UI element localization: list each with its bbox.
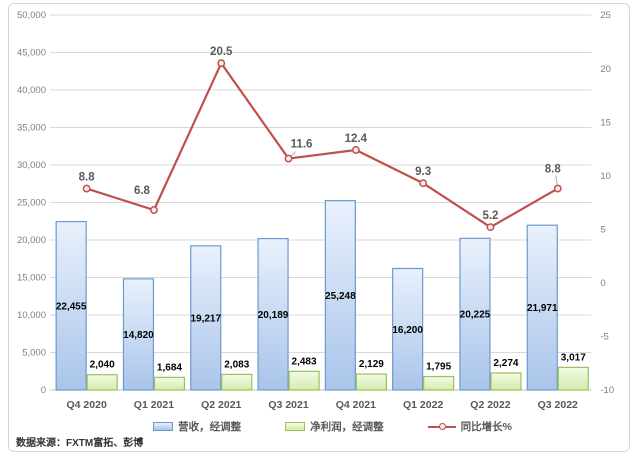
y-axis-left-tick-label: 30,000 bbox=[17, 160, 46, 171]
yoy-marker bbox=[486, 223, 495, 232]
profit-value-label: 3,017 bbox=[561, 352, 586, 363]
x-axis-category-label: Q4 2021 bbox=[336, 399, 376, 411]
revenue-bar bbox=[122, 278, 155, 391]
label-leader-line bbox=[555, 175, 558, 185]
profit-value-label: 2,040 bbox=[90, 360, 115, 371]
revenue-bar bbox=[459, 237, 491, 391]
y-axis-left-tick-label: 10,000 bbox=[17, 310, 46, 321]
x-axis-category-label: Q3 2022 bbox=[538, 399, 578, 411]
y-axis-right-tick-label: -5 bbox=[600, 332, 608, 343]
revenue-bar bbox=[190, 245, 222, 391]
profit-bar bbox=[288, 370, 320, 391]
yoy-value-label: 8.8 bbox=[545, 164, 562, 176]
x-axis-category-label: Q1 2021 bbox=[134, 399, 174, 411]
profit-bar bbox=[86, 374, 118, 391]
x-axis-category-label: Q3 2021 bbox=[268, 399, 308, 411]
y-axis-right-tick-label: 15 bbox=[600, 117, 611, 128]
revenue-value-label: 21,971 bbox=[527, 303, 558, 314]
legend-label-profit: 净利润，经调整 bbox=[310, 421, 384, 433]
yoy-growth-line bbox=[86, 62, 559, 229]
revenue-bar bbox=[257, 237, 289, 391]
chart-legend: 营收，经调整 净利润，经调整 同比增长% bbox=[0, 419, 635, 434]
yoy-value-label: 20.5 bbox=[210, 46, 233, 58]
yoy-marker bbox=[351, 146, 360, 154]
profit-value-label: 2,083 bbox=[224, 359, 249, 370]
y-axis-right-tick-label: 5 bbox=[600, 224, 605, 235]
revenue-swatch-icon bbox=[153, 422, 174, 431]
revenue-value-label: 14,820 bbox=[123, 330, 154, 341]
profit-value-label: 2,274 bbox=[493, 358, 518, 369]
profit-bar bbox=[423, 375, 455, 391]
y-axis-right-tick-label: 25 bbox=[600, 10, 611, 21]
y-axis-right-tick-label: 0 bbox=[600, 278, 605, 289]
yoy-marker bbox=[82, 184, 91, 193]
yoy-marker bbox=[150, 206, 158, 214]
y-axis-left-tick-label: 15,000 bbox=[17, 273, 46, 284]
legend-item-revenue: 营收，经调整 bbox=[153, 419, 241, 434]
revenue-value-label: 19,217 bbox=[190, 313, 221, 324]
profit-value-label: 1,795 bbox=[426, 362, 451, 373]
profit-value-label: 1,684 bbox=[157, 362, 182, 373]
yoy-value-label: 12.4 bbox=[345, 133, 368, 145]
y-axis-right-tick-label: 10 bbox=[600, 171, 611, 182]
revenue-value-label: 20,189 bbox=[258, 310, 289, 321]
yoy-value-label: 9.3 bbox=[415, 166, 431, 178]
revenue-value-label: 22,455 bbox=[56, 301, 87, 312]
yoy-value-label: 6.8 bbox=[134, 185, 151, 197]
profit-bar bbox=[490, 372, 522, 391]
y-axis-left-tick-label: 50,000 bbox=[17, 10, 46, 21]
profit-value-label: 2,483 bbox=[292, 356, 317, 367]
label-leader-line bbox=[290, 151, 296, 157]
x-axis-category-label: Q4 2020 bbox=[67, 399, 107, 411]
yoy-value-label: 5.2 bbox=[482, 210, 498, 222]
profit-value-label: 2,129 bbox=[359, 359, 384, 370]
legend-label-yoy: 同比增长% bbox=[460, 421, 512, 433]
y-axis-left-tick-label: 25,000 bbox=[17, 198, 46, 209]
legend-label-revenue: 营收，经调整 bbox=[178, 421, 242, 433]
yoy-value-label: 11.6 bbox=[291, 139, 313, 151]
y-axis-left-tick-label: 35,000 bbox=[17, 123, 46, 134]
revenue-bar bbox=[55, 220, 87, 391]
profit-bar bbox=[221, 373, 253, 391]
revenue-bar bbox=[324, 200, 356, 391]
profit-bar bbox=[557, 366, 589, 391]
x-axis-category-label: Q2 2022 bbox=[470, 399, 510, 411]
legend-item-profit: 净利润，经调整 bbox=[285, 419, 384, 434]
y-axis-right-tick-label: -10 bbox=[600, 385, 614, 396]
profit-bar bbox=[355, 373, 387, 391]
y-axis-left-tick-label: 5,000 bbox=[22, 348, 46, 359]
yoy-value-label: 8.8 bbox=[79, 172, 96, 184]
yoy-marker bbox=[419, 179, 428, 188]
x-axis-category-label: Q2 2021 bbox=[201, 399, 241, 411]
revenue-value-label: 25,248 bbox=[325, 291, 356, 302]
yoy-marker bbox=[553, 184, 562, 193]
legend-item-yoy: 同比增长% bbox=[427, 419, 512, 434]
y-axis-left-tick-label: 20,000 bbox=[17, 235, 46, 246]
yoy-marker bbox=[284, 154, 293, 163]
y-axis-left-tick-label: 40,000 bbox=[17, 85, 46, 96]
profit-bar bbox=[153, 376, 186, 391]
revenue-value-label: 20,225 bbox=[460, 310, 491, 321]
revenue-bar bbox=[392, 267, 424, 391]
yoy-line-swatch-icon bbox=[427, 422, 456, 432]
x-axis-category-label: Q1 2022 bbox=[403, 399, 443, 411]
revenue-bar bbox=[526, 224, 558, 391]
profit-swatch-icon bbox=[285, 422, 306, 431]
revenue-value-label: 16,200 bbox=[392, 325, 423, 336]
y-axis-right-tick-label: 20 bbox=[600, 64, 611, 75]
y-axis-left-tick-label: 45,000 bbox=[17, 48, 46, 59]
y-axis-left-tick-label: 0 bbox=[41, 385, 46, 396]
yoy-marker bbox=[217, 59, 226, 68]
source-note: 数据来源：FXTM富拓、彭博 bbox=[16, 438, 144, 449]
